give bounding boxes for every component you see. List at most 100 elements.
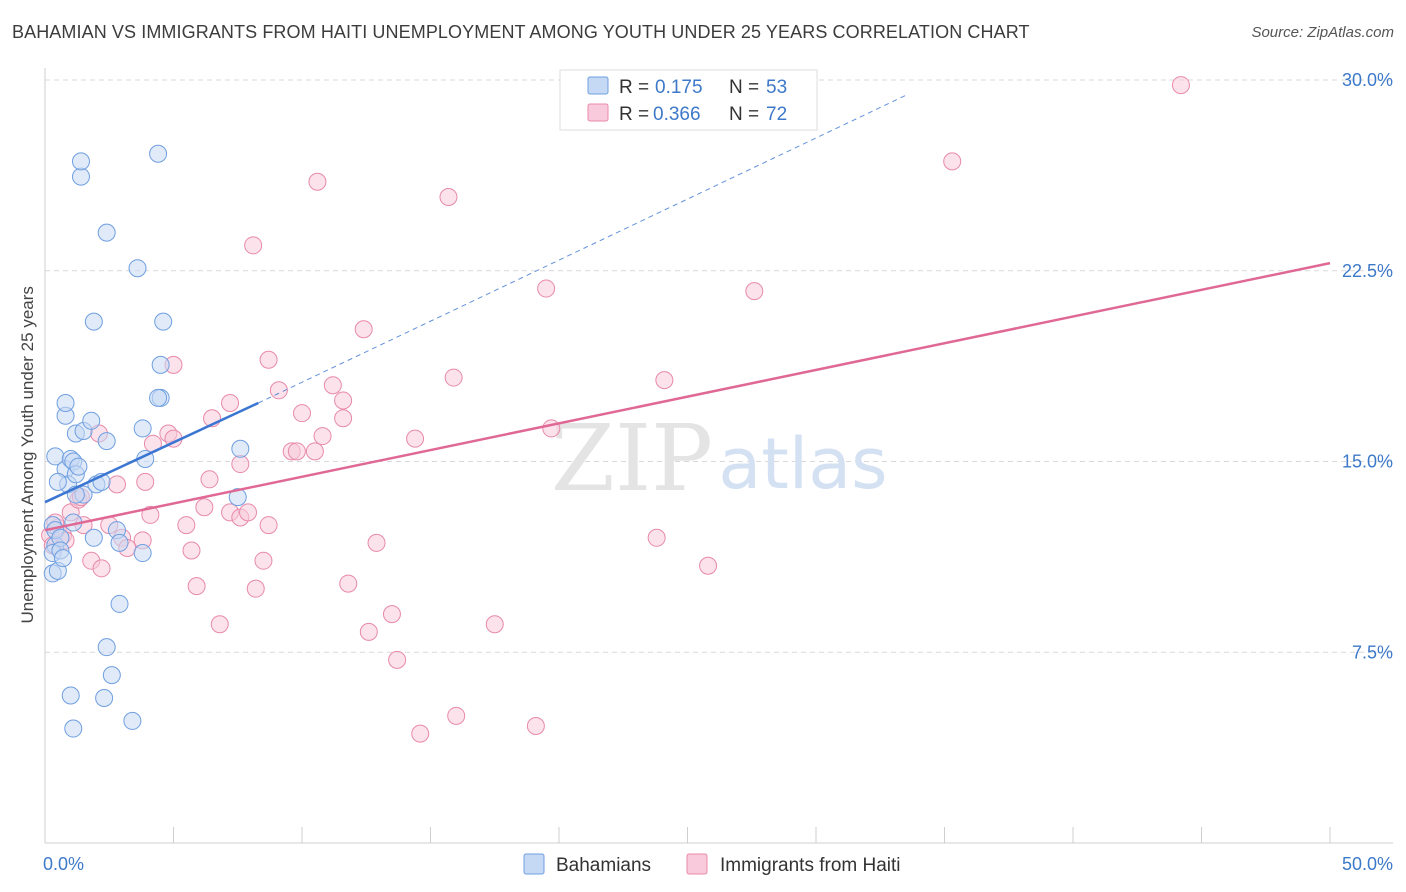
data-points [41, 76, 1190, 743]
point-bahamians [231, 439, 250, 458]
legend-swatch-haiti [686, 853, 708, 875]
y-axis-label: Unemployment Among Youth under 25 years [18, 286, 37, 624]
tick-labels: 7.5% 15.0% 22.5% 30.0% 0.0% 50.0% [43, 70, 1393, 874]
trend-line-haiti [44, 261, 1331, 532]
point-haiti [92, 559, 111, 578]
chart-title: BAHAMIAN VS IMMIGRANTS FROM HAITI UNEMPL… [12, 22, 1030, 42]
legend-label-bahamians: Bahamians [556, 855, 651, 876]
point-haiti [182, 541, 201, 560]
point-bahamians [53, 549, 72, 568]
point-bahamians [110, 594, 129, 613]
point-bahamians [71, 152, 90, 171]
point-bahamians [149, 388, 168, 407]
point-haiti [246, 579, 265, 598]
point-bahamians [84, 312, 103, 331]
point-haiti [244, 236, 263, 255]
point-haiti [745, 282, 764, 301]
point-bahamians [56, 394, 75, 413]
stats-r-value: 0.366 [653, 104, 701, 125]
y-tick-label: 22.5% [1342, 261, 1393, 281]
stats-n-label: N = [729, 104, 759, 125]
point-haiti [177, 516, 196, 535]
point-bahamians [95, 689, 114, 708]
point-haiti [323, 376, 342, 395]
point-bahamians [128, 259, 147, 278]
grid [45, 79, 1393, 653]
point-bahamians [228, 488, 247, 507]
point-bahamians [133, 419, 152, 438]
legend-swatch-bahamians [523, 853, 545, 875]
point-haiti [210, 615, 229, 634]
stats-swatch-pink [587, 103, 609, 122]
watermark-atlas: atlas [718, 423, 887, 505]
legend-label-haiti: Immigrants from Haiti [720, 855, 901, 876]
point-haiti [1171, 76, 1190, 95]
point-haiti [382, 605, 401, 624]
point-haiti [699, 556, 718, 575]
trend-extension-bahamians [258, 94, 907, 404]
point-haiti [444, 368, 463, 387]
point-bahamians [102, 666, 121, 685]
stats-r-value: 0.175 [655, 77, 703, 98]
watermark: ZIP atlas [551, 405, 888, 512]
point-haiti [293, 404, 311, 423]
point-bahamians [84, 528, 103, 547]
point-haiti [259, 516, 278, 535]
point-haiti [411, 724, 430, 743]
point-haiti [287, 442, 306, 461]
point-haiti [359, 622, 378, 641]
x-tick-label: 0.0% [43, 854, 84, 874]
point-haiti [943, 152, 962, 171]
point-haiti [485, 615, 504, 634]
stats-r-label: R = [619, 104, 649, 125]
point-haiti [259, 350, 278, 369]
point-haiti [187, 577, 206, 596]
stats-n-value: 53 [766, 77, 787, 98]
point-bahamians [69, 457, 88, 476]
point-bahamians [61, 686, 80, 705]
point-haiti [308, 172, 327, 191]
point-bahamians [97, 432, 116, 451]
point-haiti [406, 429, 425, 448]
point-bahamians [149, 144, 168, 163]
point-haiti [339, 574, 358, 593]
point-bahamians [82, 411, 101, 430]
source-label: Source: ZipAtlas.com [1251, 24, 1394, 41]
point-haiti [439, 187, 458, 206]
point-bahamians [46, 447, 65, 466]
point-haiti [313, 427, 332, 446]
axes [44, 68, 1393, 844]
point-haiti [195, 498, 214, 517]
point-haiti [334, 391, 353, 410]
point-bahamians [97, 638, 116, 657]
stats-r-label: R = [619, 77, 649, 98]
point-haiti [526, 717, 545, 736]
stats-n-label: N = [729, 77, 759, 98]
point-bahamians [64, 719, 83, 738]
point-haiti [354, 320, 373, 339]
point-bahamians [151, 355, 170, 374]
point-haiti [269, 381, 288, 400]
point-bahamians [48, 472, 67, 491]
point-haiti [647, 528, 666, 547]
trend-lines [44, 94, 1331, 532]
trend-line-bahamians [44, 401, 259, 504]
y-tick-label: 7.5% [1352, 642, 1393, 662]
y-tick-label: 30.0% [1342, 70, 1393, 90]
stats-legend: R = 0.175 N = 53 R = 0.366 N = 72 [559, 69, 818, 131]
series-legend: Bahamians Immigrants from Haiti [523, 853, 901, 876]
x-tick-label: 50.0% [1342, 854, 1393, 874]
point-bahamians [97, 223, 116, 242]
point-haiti [388, 650, 407, 669]
point-bahamians [123, 711, 142, 730]
point-haiti [254, 551, 273, 570]
point-haiti [367, 533, 386, 552]
y-tick-label: 15.0% [1342, 452, 1393, 472]
point-haiti [305, 442, 324, 461]
point-haiti [655, 371, 674, 390]
point-haiti [447, 706, 466, 725]
point-haiti [221, 394, 240, 413]
point-haiti [200, 470, 219, 489]
stats-swatch-blue [587, 76, 609, 95]
